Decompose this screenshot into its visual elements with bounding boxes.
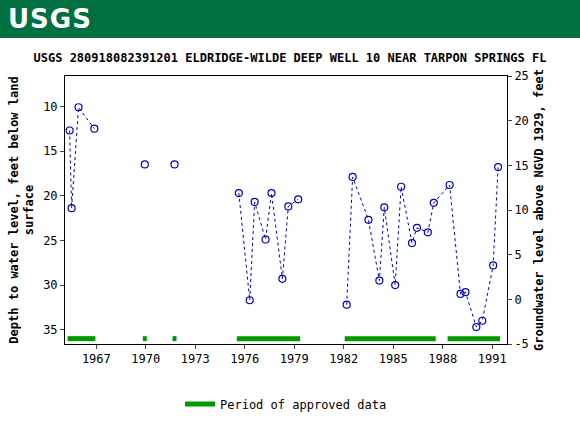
svg-text:Period of approved data: Period of approved data xyxy=(220,398,386,412)
svg-text:20: 20 xyxy=(514,114,528,128)
svg-text:10: 10 xyxy=(514,203,528,217)
svg-text:1973: 1973 xyxy=(181,352,210,366)
svg-text:1988: 1988 xyxy=(428,352,457,366)
svg-text:Groundwater level above NGVD 1: Groundwater level above NGVD 1929, feet xyxy=(532,69,546,351)
svg-text:15: 15 xyxy=(43,144,57,158)
svg-text:10: 10 xyxy=(43,100,57,114)
svg-text:1991: 1991 xyxy=(478,352,507,366)
svg-text:1976: 1976 xyxy=(230,352,259,366)
svg-text:5: 5 xyxy=(514,248,521,262)
svg-text:30: 30 xyxy=(43,278,57,292)
svg-text:0: 0 xyxy=(514,293,521,307)
svg-text:25: 25 xyxy=(514,69,528,83)
svg-text:1967: 1967 xyxy=(82,352,111,366)
svg-text:15: 15 xyxy=(514,159,528,173)
svg-text:20: 20 xyxy=(43,189,57,203)
svg-text:35: 35 xyxy=(43,323,57,337)
svg-text:1982: 1982 xyxy=(329,352,358,366)
svg-text:1970: 1970 xyxy=(131,352,160,366)
svg-text:1979: 1979 xyxy=(280,352,309,366)
svg-text:-5: -5 xyxy=(514,337,528,351)
svg-text:Depth to water level, feet bel: Depth to water level, feet below landsur… xyxy=(7,76,37,343)
svg-text:USGS 280918082391201 ELDRIDGE-: USGS 280918082391201 ELDRIDGE-WILDE DEEP… xyxy=(34,51,547,65)
svg-text:25: 25 xyxy=(43,234,57,248)
svg-text:1985: 1985 xyxy=(379,352,408,366)
html-text:USGS: USGS xyxy=(8,4,92,34)
